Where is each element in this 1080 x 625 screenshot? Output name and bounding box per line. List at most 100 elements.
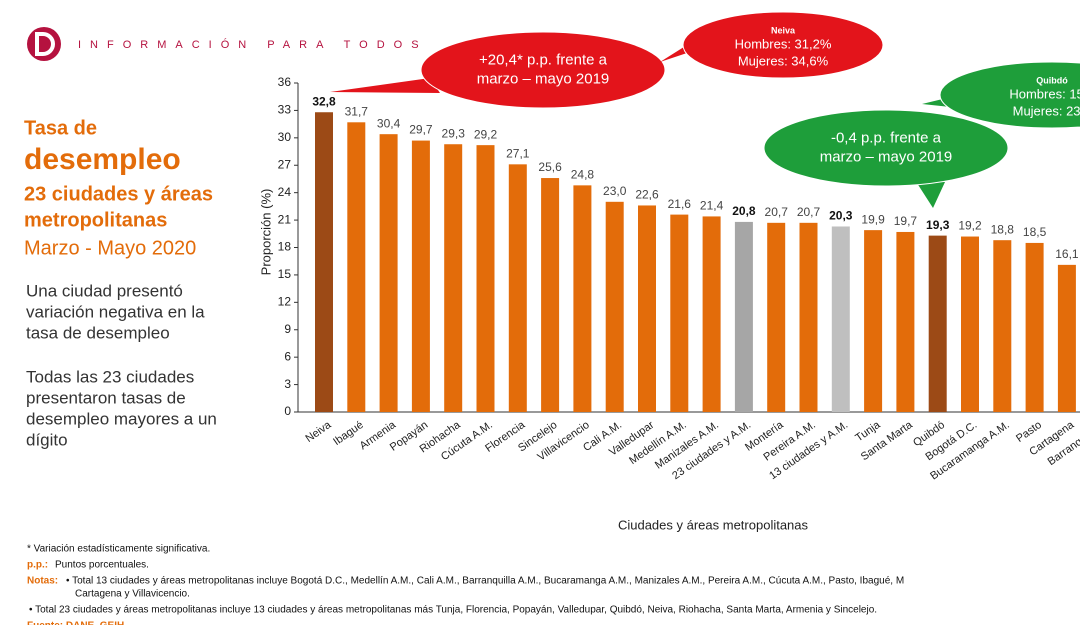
- value-label: 16,1: [1055, 247, 1079, 261]
- value-label: 21,4: [700, 199, 724, 213]
- callout-text: Mujeres: 23,9: [1013, 103, 1080, 118]
- value-label: 20,3: [829, 209, 853, 223]
- value-label: 31,7: [345, 104, 369, 118]
- bar: [928, 235, 947, 412]
- footnote: • Total 23 ciudades y áreas metropolitan…: [29, 605, 877, 616]
- y-tick-label: 15: [278, 267, 292, 281]
- note: variación negativa en la: [26, 302, 205, 321]
- callout-text: Hombres: 15,9: [1009, 86, 1080, 101]
- callout-text: Mujeres: 34,6%: [738, 53, 829, 68]
- bar: [864, 230, 883, 412]
- y-tick-label: 18: [278, 240, 292, 254]
- bar: [734, 221, 753, 412]
- y-tick-label: 3: [284, 377, 291, 391]
- period: Marzo - Mayo 2020: [24, 237, 196, 259]
- bar: [573, 185, 592, 412]
- note: Todas las 23 ciudades: [26, 367, 194, 386]
- value-label: 24,8: [571, 168, 595, 182]
- source: Fuente: DANE, GEIH: [27, 621, 124, 625]
- value-label: 18,8: [991, 222, 1015, 236]
- bar: [993, 240, 1012, 412]
- title: Tasa de: [24, 117, 97, 139]
- bar: [767, 222, 786, 412]
- value-label: 29,3: [442, 126, 466, 140]
- x-axis-title: Ciudades y áreas metropolitanas: [618, 517, 809, 532]
- callout: [420, 31, 666, 109]
- value-label: 20,7: [765, 205, 789, 219]
- value-label: 21,6: [668, 197, 692, 211]
- y-axis-title: Proporción (%): [258, 189, 273, 276]
- subtitle: 23 ciudades y áreas: [24, 183, 213, 205]
- bar: [541, 178, 560, 412]
- footnote: Puntos porcentuales.: [55, 560, 149, 571]
- callout: [682, 11, 884, 79]
- bar: [508, 164, 527, 412]
- bar: [379, 134, 398, 412]
- y-tick-label: 0: [284, 404, 291, 418]
- callout-text: Neiva: [771, 25, 796, 35]
- logo-mark: [35, 32, 55, 56]
- y-tick-label: 30: [278, 130, 292, 144]
- value-label: 20,8: [732, 204, 756, 218]
- bar: [605, 201, 624, 412]
- note: Una ciudad presentó: [26, 281, 183, 300]
- y-tick-label: 9: [284, 322, 291, 336]
- y-tick-label: 36: [278, 75, 292, 89]
- y-tick-label: 12: [278, 295, 292, 309]
- bar: [1025, 242, 1044, 412]
- value-label: 27,1: [506, 147, 530, 161]
- y-tick-label: 6: [284, 349, 291, 363]
- bar: [670, 214, 689, 412]
- bar: [831, 226, 850, 412]
- bar: [444, 144, 463, 412]
- value-label: 19,3: [926, 218, 950, 232]
- callout: [939, 61, 1080, 129]
- y-tick-label: 33: [278, 103, 292, 117]
- y-tick-label: 27: [278, 157, 292, 171]
- value-label: 23,0: [603, 184, 627, 198]
- value-label: 19,9: [861, 212, 885, 226]
- callout-text: marzo – mayo 2019: [820, 148, 953, 165]
- value-label: 18,5: [1023, 225, 1047, 239]
- value-label: 19,2: [958, 219, 982, 233]
- value-label: 29,2: [474, 127, 498, 141]
- value-label: 30,4: [377, 116, 401, 130]
- bar: [476, 145, 495, 412]
- subtitle: metropolitanas: [24, 209, 167, 231]
- footnote-key: p.p.:: [27, 560, 48, 571]
- callout: [763, 109, 1009, 187]
- note: tasa de desempleo: [26, 323, 170, 342]
- bar: [1057, 264, 1076, 412]
- note: dígito: [26, 430, 68, 449]
- title: desempleo: [24, 143, 181, 176]
- value-label: 19,7: [894, 214, 918, 228]
- y-tick-label: 21: [278, 212, 292, 226]
- value-label: 25,6: [538, 160, 562, 174]
- value-label: 20,7: [797, 205, 821, 219]
- bar: [799, 222, 818, 412]
- bar: [638, 205, 656, 412]
- x-tick-label: Neiva: [303, 419, 334, 445]
- callout-text: -0,4 p.p. frente a: [831, 129, 942, 146]
- callout-text: Quibdó: [1036, 75, 1068, 85]
- note: presentaron tasas de: [26, 388, 186, 407]
- brand: INFORMACIÓN PARA TODOS: [78, 38, 428, 51]
- footnote: * Variación estadísticamente significati…: [27, 544, 210, 555]
- bar: [961, 236, 979, 412]
- callout-text: Hombres: 31,2%: [735, 36, 832, 51]
- callout-pointer: [330, 78, 440, 93]
- callout-pointer: [915, 180, 945, 208]
- bar: [411, 140, 430, 412]
- note: desempleo mayores a un: [26, 409, 217, 428]
- bar: [347, 122, 366, 412]
- y-tick-label: 24: [278, 185, 292, 199]
- bar: [896, 231, 915, 412]
- bar: [315, 112, 333, 412]
- value-label: 22,6: [635, 188, 659, 202]
- value-label: 32,8: [312, 94, 336, 108]
- callout-text: +20,4* p.p. frente a: [479, 51, 608, 68]
- footnote-key: Notas:: [27, 576, 58, 587]
- bar: [702, 216, 721, 412]
- value-label: 29,7: [409, 123, 433, 137]
